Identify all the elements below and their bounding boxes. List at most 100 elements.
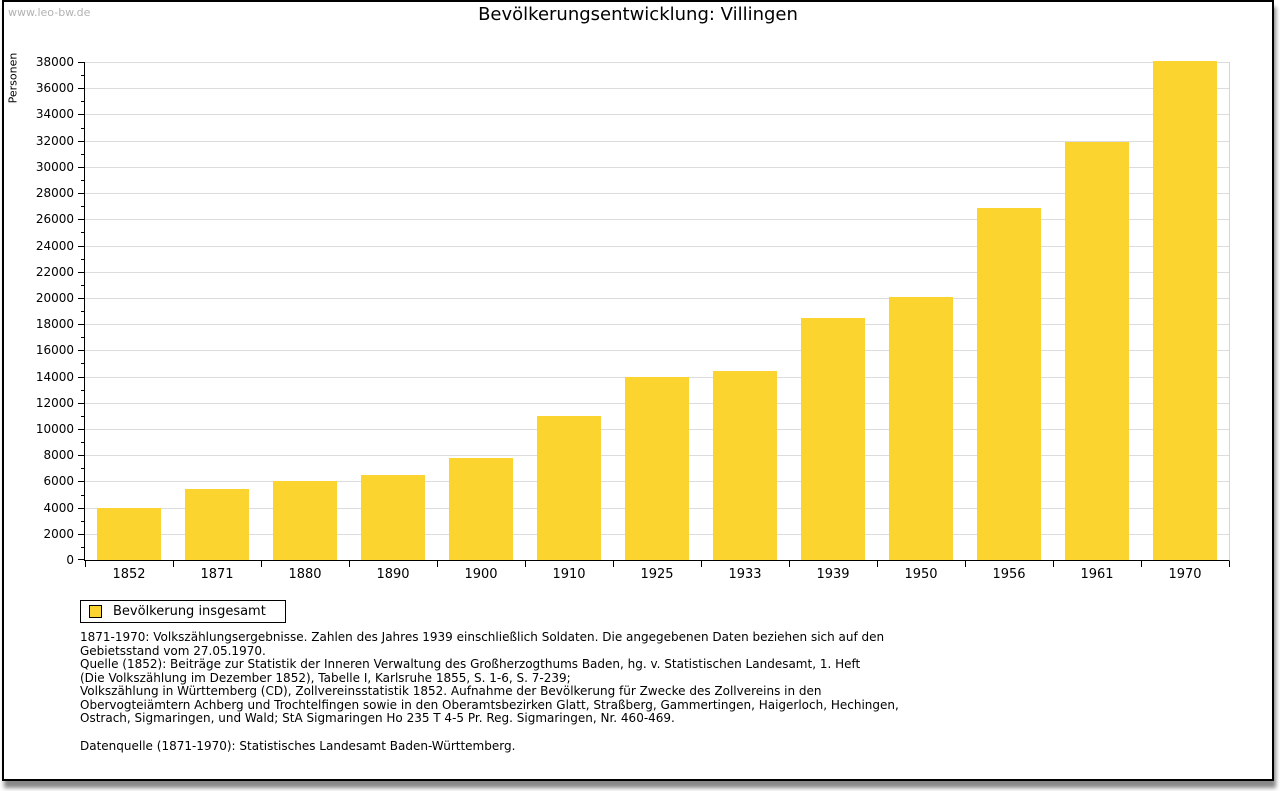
y-axis-tick [78, 245, 84, 247]
y-axis-minor-tick [81, 546, 84, 548]
x-tick-label: 1852 [112, 567, 146, 582]
gridline [85, 245, 1229, 247]
footnote-notes: 1871-1970: Volkszählungsergebnisse. Zahl… [80, 630, 899, 725]
bar-1900 [449, 457, 513, 560]
bar-1910 [537, 415, 601, 560]
watermark: www.leo-bw.de [8, 6, 91, 19]
gridline [85, 350, 1229, 352]
bar-1852 [97, 507, 161, 560]
x-axis-tick [613, 561, 614, 567]
bar-1933 [713, 370, 777, 560]
y-tick-label: 28000 [35, 186, 74, 201]
y-axis-tick [78, 140, 84, 142]
gridline [85, 219, 1229, 221]
x-axis-tick [877, 561, 878, 567]
gridline [85, 271, 1229, 273]
x-axis-tick [965, 561, 966, 567]
y-axis-tick [78, 166, 84, 168]
bar-1970 [1153, 61, 1217, 560]
y-axis-tick [78, 219, 84, 221]
gridline [85, 193, 1229, 195]
y-axis-minor-tick [81, 206, 84, 208]
y-axis-minor-tick [81, 468, 84, 470]
y-axis-minor-tick [81, 75, 84, 77]
x-axis-tick [437, 561, 438, 567]
y-axis-label: Personen [6, 52, 20, 104]
y-axis-minor-tick [81, 179, 84, 181]
y-axis-minor-tick [81, 520, 84, 522]
y-axis-minor-tick [81, 284, 84, 286]
y-tick-label: 2000 [43, 526, 74, 541]
y-axis-tick [78, 193, 84, 195]
bar-1939 [801, 317, 865, 560]
x-tick-label: 1970 [1168, 567, 1202, 582]
y-axis-tick [78, 324, 84, 326]
gridline [85, 166, 1229, 168]
y-axis-tick [78, 114, 84, 116]
x-tick-label: 1910 [552, 567, 586, 582]
y-axis-tick [78, 376, 84, 378]
x-tick-label: 1880 [288, 567, 322, 582]
bar-1961 [1065, 141, 1129, 560]
y-axis-minor-tick [81, 258, 84, 260]
y-tick-label: 14000 [35, 369, 74, 384]
y-axis-minor-tick [81, 232, 84, 234]
gridline [85, 62, 1229, 63]
y-axis-minor-tick [81, 153, 84, 155]
y-tick-label: 0 [66, 553, 74, 567]
y-tick-label: 10000 [35, 421, 74, 436]
gridline [85, 114, 1229, 116]
y-tick-label: 22000 [35, 264, 74, 279]
y-tick-label: 26000 [35, 212, 74, 227]
gridline [85, 324, 1229, 326]
y-tick-label: 12000 [35, 395, 74, 410]
bar-1880 [273, 481, 337, 560]
y-axis-tick [78, 62, 84, 63]
bar-1950 [889, 296, 953, 560]
x-axis-tick [525, 561, 526, 567]
y-tick-label: 30000 [35, 159, 74, 174]
x-tick-label: 1961 [1080, 567, 1114, 582]
bar-1956 [977, 208, 1041, 560]
x-tick-label: 1950 [904, 567, 938, 582]
y-tick-label: 16000 [35, 343, 74, 358]
x-tick-label: 1925 [640, 567, 674, 582]
y-tick-label: 18000 [35, 317, 74, 332]
y-axis-minor-tick [81, 337, 84, 339]
y-axis-tick [78, 297, 84, 299]
y-axis-tick [78, 481, 84, 483]
x-axis-tick [1141, 561, 1142, 567]
x-tick-label: 1900 [464, 567, 498, 582]
y-axis-minor-tick [81, 311, 84, 312]
y-axis-tick [78, 507, 84, 509]
x-tick-label: 1956 [992, 567, 1026, 582]
y-tick-label: 24000 [35, 238, 74, 253]
y-tick-label: 6000 [43, 474, 74, 489]
bar-1925 [625, 376, 689, 560]
bar-1890 [361, 474, 425, 560]
plot-area: 0 2000 4000 6000 8000 10000 12000 14000 16000 180… [36, 55, 1230, 582]
y-axis-minor-tick [81, 101, 84, 103]
y-tick-label: 20000 [35, 290, 74, 305]
y-tick-label: 32000 [35, 133, 74, 148]
footnote-datasource: Datenquelle (1871-1970): Statistisches L… [80, 739, 516, 753]
x-tick-label: 1890 [376, 567, 410, 582]
gridline [85, 88, 1229, 90]
y-axis-tick [78, 402, 84, 404]
gridline [85, 297, 1229, 299]
y-tick-label: 8000 [43, 448, 74, 463]
y-axis-tick [78, 271, 84, 273]
legend: Bevölkerung insgesamt [80, 600, 286, 623]
y-axis-minor-tick [81, 127, 84, 129]
y-axis-minor-tick [81, 389, 84, 391]
legend-swatch [89, 605, 102, 618]
y-axis-minor-tick [81, 494, 84, 496]
x-axis-tick [261, 561, 262, 567]
chart-title: Bevölkerungsentwicklung: Villingen [478, 4, 798, 25]
y-axis-tick [78, 88, 84, 90]
y-tick-label: 36000 [35, 81, 74, 96]
y-axis-tick [78, 428, 84, 430]
y-axis-tick [78, 559, 84, 560]
y-axis-minor-tick [81, 442, 84, 444]
gridline [85, 140, 1229, 142]
